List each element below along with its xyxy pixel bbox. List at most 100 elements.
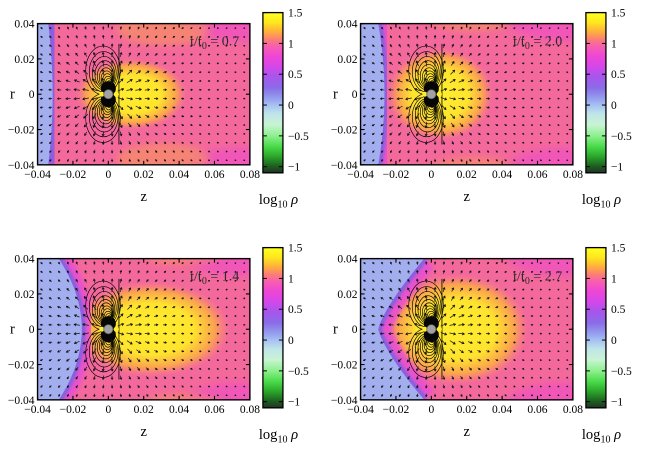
y-tick-label: 0 bbox=[352, 324, 358, 336]
axes: −0.04 −0.02 0 0.02 0.04 0.06 0.08 0.04 0.02 0 −0.0… bbox=[8, 254, 260, 440]
time-annotation: t/t0 = 0.7 bbox=[190, 35, 239, 53]
colorbar-tick-label: −1 bbox=[611, 162, 623, 174]
y-tick-label: 0.02 bbox=[337, 54, 357, 66]
central-core bbox=[422, 316, 442, 343]
x-tick-label: −0.02 bbox=[60, 169, 87, 181]
x-tick-label: 0 bbox=[105, 169, 111, 181]
x-tick-label: −0.04 bbox=[24, 404, 51, 416]
colorbar-tick-label: 1 bbox=[611, 38, 617, 50]
colorbar-ticks bbox=[585, 12, 606, 168]
snapshot-svg-top-left: −0.04 −0.02 0 0.02 0.04 0.06 0.08 0.04 0.02 0 −0.0… bbox=[8, 8, 309, 211]
colorbar-gradient bbox=[262, 11, 284, 174]
y-tick-label: −0.04 bbox=[8, 395, 35, 407]
star-marker bbox=[103, 89, 114, 100]
x-tick-label: 0.04 bbox=[169, 169, 189, 181]
colorbar-ticks bbox=[262, 247, 283, 403]
central-core bbox=[99, 316, 119, 343]
y-tick-label: 0.04 bbox=[14, 254, 34, 266]
x-tick-label: −0.02 bbox=[383, 169, 410, 181]
x-axis-label: z bbox=[140, 424, 147, 440]
colorbar-tick-label: 0 bbox=[288, 100, 294, 112]
colorbar-tick-label: −0.5 bbox=[611, 131, 632, 143]
y-tick-label: 0.02 bbox=[14, 54, 34, 66]
tick-marks bbox=[360, 258, 574, 401]
density-field bbox=[360, 258, 573, 400]
y-tick-label: 0.04 bbox=[337, 19, 357, 31]
tick-marks bbox=[37, 258, 251, 401]
ambient-region bbox=[360, 258, 425, 400]
x-axis-label: z bbox=[463, 424, 470, 440]
y-axis-label: r bbox=[10, 87, 15, 103]
colorbar-tick-label: 1 bbox=[288, 38, 294, 50]
time-annotation: t/t0 = 2.7 bbox=[513, 270, 562, 288]
colorbar-tick-label: 1.5 bbox=[288, 8, 303, 20]
yellow-outflow-fan bbox=[44, 265, 250, 393]
colorbar-tick-label: 0.5 bbox=[288, 69, 303, 81]
colorbar: 1.5 1 0.5 0 −0.5 −1 log10 ρ bbox=[582, 243, 632, 446]
colorbar-ticks bbox=[585, 247, 606, 403]
x-tick-label: −0.04 bbox=[347, 169, 374, 181]
velocity-arrows bbox=[362, 261, 569, 398]
velocity-arrows bbox=[39, 261, 246, 398]
x-axis-label: z bbox=[140, 189, 147, 205]
x-tick-label: 0.06 bbox=[204, 404, 224, 416]
axes: −0.04 −0.02 0 0.02 0.04 0.06 0.08 0.04 0.02 0 −0.0… bbox=[331, 19, 583, 205]
colorbar-tick-label: 1 bbox=[288, 273, 294, 285]
colorbar-ticks bbox=[262, 12, 283, 168]
x-tick-label: 0.08 bbox=[240, 404, 260, 416]
panel-bottom-left: −0.04 −0.02 0 0.02 0.04 0.06 0.08 0.04 0.02 0 −0.0… bbox=[0, 226, 324, 453]
tick-marks bbox=[37, 23, 251, 166]
x-tick-label: 0.08 bbox=[240, 169, 260, 181]
y-tick-label: −0.04 bbox=[331, 395, 358, 407]
colorbar-label: log10 ρ bbox=[582, 427, 621, 446]
x-tick-label: 0.06 bbox=[527, 404, 547, 416]
colorbar-tick-label: 1.5 bbox=[288, 243, 303, 255]
colorbar-label: log10 ρ bbox=[582, 192, 621, 211]
time-annotation: t/t0 = 1.4 bbox=[190, 270, 239, 288]
colorbar-tick-label: 0.5 bbox=[611, 304, 626, 316]
y-axis-label: r bbox=[10, 322, 15, 338]
x-tick-label: 0.04 bbox=[169, 404, 189, 416]
ambient-region bbox=[37, 258, 82, 400]
x-tick-label: −0.04 bbox=[24, 169, 51, 181]
y-tick-label: −0.02 bbox=[331, 360, 358, 372]
x-tick-label: −0.02 bbox=[383, 404, 410, 416]
tick-marks bbox=[360, 23, 574, 166]
x-tick-label: 0.02 bbox=[134, 169, 154, 181]
velocity-arrows bbox=[362, 26, 569, 162]
y-tick-label: −0.04 bbox=[8, 160, 35, 172]
colorbar-label: log10 ρ bbox=[259, 192, 298, 211]
panel-bottom-right: −0.04 −0.02 0 0.02 0.04 0.06 0.08 0.04 0.02 0 −0.0… bbox=[323, 226, 647, 453]
colorbar-tick-label: −1 bbox=[611, 397, 623, 409]
snapshot-svg-top-right: −0.04 −0.02 0 0.02 0.04 0.06 0.08 0.04 0.02 0 −0.0… bbox=[331, 8, 632, 211]
star-marker bbox=[426, 324, 437, 335]
x-axis-label: z bbox=[463, 189, 470, 205]
x-tick-label: 0 bbox=[428, 169, 434, 181]
colorbar-gradient bbox=[585, 246, 607, 409]
x-tick-label: 0 bbox=[105, 404, 111, 416]
x-tick-label: 0.04 bbox=[492, 404, 512, 416]
y-axis-label: r bbox=[333, 87, 338, 103]
x-tick-label: 0.08 bbox=[563, 169, 583, 181]
colorbar-gradient bbox=[262, 246, 284, 409]
colorbar-tick-label: −0.5 bbox=[288, 366, 309, 378]
colorbar-tick-label: −1 bbox=[288, 162, 300, 174]
ambient-region bbox=[360, 23, 385, 165]
panel-top-right: −0.04 −0.02 0 0.02 0.04 0.06 0.08 0.04 0.02 0 −0.0… bbox=[323, 0, 647, 227]
y-tick-label: 0 bbox=[29, 324, 35, 336]
y-tick-label: −0.02 bbox=[8, 360, 35, 372]
y-tick-label: 0.04 bbox=[337, 254, 357, 266]
x-tick-label: 0.06 bbox=[204, 169, 224, 181]
axes: −0.04 −0.02 0 0.02 0.04 0.06 0.08 0.04 0.02 0 −0.0… bbox=[331, 254, 583, 440]
snapshot-svg-bottom-right: −0.04 −0.02 0 0.02 0.04 0.06 0.08 0.04 0.02 0 −0.0… bbox=[331, 243, 632, 446]
x-tick-label: 0.08 bbox=[563, 404, 583, 416]
colorbar: 1.5 1 0.5 0 −0.5 −1 log10 ρ bbox=[259, 8, 309, 211]
x-tick-label: 0.06 bbox=[527, 169, 547, 181]
colorbar-tick-label: 0.5 bbox=[611, 69, 626, 81]
velocity-arrows bbox=[39, 26, 246, 162]
colorbar-tick-label: 0 bbox=[611, 100, 617, 112]
x-tick-label: 0.02 bbox=[134, 404, 154, 416]
y-tick-label: −0.02 bbox=[8, 125, 35, 137]
x-tick-label: 0.02 bbox=[457, 404, 477, 416]
y-tick-label: −0.04 bbox=[331, 160, 358, 172]
